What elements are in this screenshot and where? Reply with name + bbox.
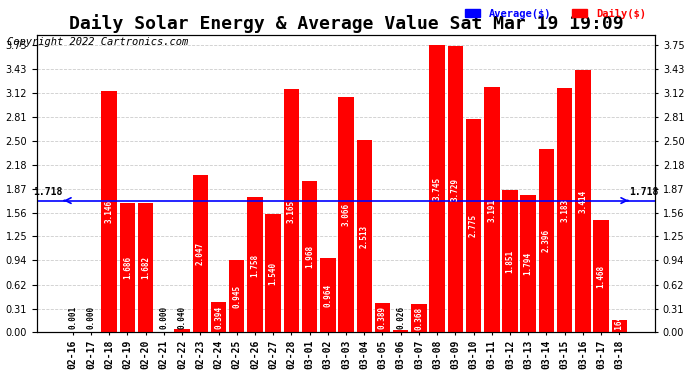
Bar — [611, 320, 627, 332]
Bar — [520, 195, 536, 332]
Text: 0.000: 0.000 — [86, 306, 95, 328]
Bar — [484, 87, 500, 332]
Bar — [357, 140, 372, 332]
Text: 0.964: 0.964 — [324, 284, 333, 307]
Bar — [247, 198, 263, 332]
Bar — [101, 91, 117, 332]
Text: 0.026: 0.026 — [396, 306, 405, 328]
Text: 3.729: 3.729 — [451, 178, 460, 201]
Text: 3.414: 3.414 — [578, 190, 587, 213]
Bar — [429, 45, 445, 332]
Bar — [338, 97, 354, 332]
Bar — [284, 90, 299, 332]
Bar — [210, 302, 226, 332]
Bar — [448, 46, 463, 332]
Bar — [138, 203, 153, 332]
Text: 0.164: 0.164 — [615, 315, 624, 338]
Legend: Average($), Daily($): Average($), Daily($) — [460, 4, 650, 23]
Text: 1.686: 1.686 — [123, 256, 132, 279]
Bar — [557, 88, 573, 332]
Text: 3.745: 3.745 — [433, 177, 442, 200]
Bar — [411, 304, 426, 332]
Text: 1.682: 1.682 — [141, 256, 150, 279]
Text: 3.165: 3.165 — [287, 200, 296, 222]
Bar — [266, 214, 281, 332]
Bar — [502, 190, 518, 332]
Title: Daily Solar Energy & Average Value Sat Mar 19 19:09: Daily Solar Energy & Average Value Sat M… — [69, 15, 623, 33]
Text: 0.945: 0.945 — [233, 285, 241, 308]
Text: 1.851: 1.851 — [506, 250, 515, 273]
Bar — [175, 329, 190, 332]
Text: 1.540: 1.540 — [268, 262, 277, 285]
Text: Copyright 2022 Cartronics.com: Copyright 2022 Cartronics.com — [7, 37, 188, 47]
Text: 0.368: 0.368 — [415, 307, 424, 330]
Text: 0.394: 0.394 — [214, 306, 223, 329]
Text: 3.183: 3.183 — [560, 199, 569, 222]
Text: 3.191: 3.191 — [487, 198, 496, 222]
Text: 0.040: 0.040 — [177, 306, 186, 328]
Bar — [375, 303, 391, 332]
Bar — [466, 119, 482, 332]
Text: 1.794: 1.794 — [524, 252, 533, 275]
Text: 1.718: 1.718 — [33, 187, 63, 197]
Text: 1.758: 1.758 — [250, 254, 259, 276]
Bar — [229, 260, 244, 332]
Text: 2.513: 2.513 — [359, 224, 368, 248]
Text: 3.146: 3.146 — [105, 200, 114, 223]
Text: 2.775: 2.775 — [469, 214, 478, 237]
Text: 1.468: 1.468 — [597, 264, 606, 288]
Text: 3.066: 3.066 — [342, 203, 351, 226]
Bar — [593, 220, 609, 332]
Bar — [539, 148, 554, 332]
Bar — [302, 182, 317, 332]
Text: 0.389: 0.389 — [378, 306, 387, 329]
Bar — [575, 70, 591, 332]
Bar — [119, 203, 135, 332]
Text: 2.396: 2.396 — [542, 229, 551, 252]
Bar — [320, 258, 335, 332]
Bar — [393, 330, 408, 332]
Text: 0.000: 0.000 — [159, 306, 168, 328]
Text: 1.718: 1.718 — [629, 187, 659, 197]
Text: 2.047: 2.047 — [196, 242, 205, 266]
Text: 0.001: 0.001 — [68, 306, 77, 328]
Bar — [193, 175, 208, 332]
Text: 1.968: 1.968 — [305, 245, 314, 268]
